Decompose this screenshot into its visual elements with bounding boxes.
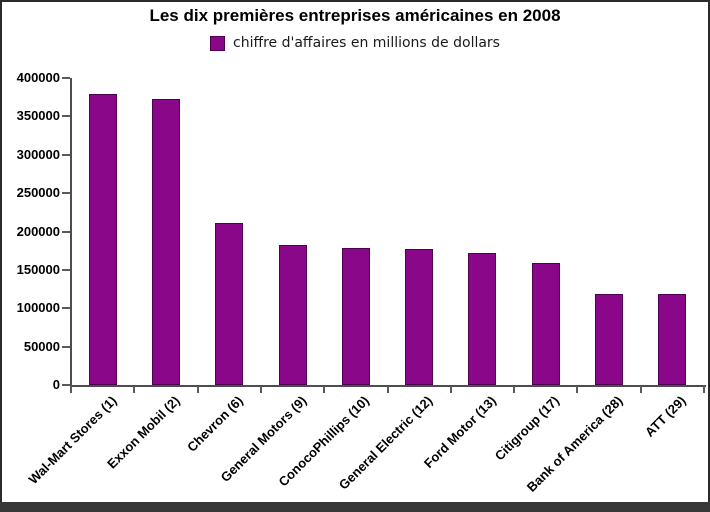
bar-Citigroup (17) xyxy=(531,263,560,385)
y-tick-label: 300000 xyxy=(16,146,60,162)
chart-legend: chiffre d'affaires en millions de dollar… xyxy=(0,35,710,51)
bar-ConocoPhillips (10) xyxy=(341,248,370,385)
bar-General Motors (9) xyxy=(278,245,307,385)
y-tick-mark xyxy=(62,307,70,310)
x-tick-mark xyxy=(386,386,389,393)
y-tick-mark xyxy=(62,192,70,195)
bar-Chevron (6) xyxy=(215,223,244,385)
x-tick-mark xyxy=(259,386,262,393)
x-category-label: Citigroup (17) xyxy=(491,393,563,464)
y-tick-mark xyxy=(62,230,70,233)
y-tick-label: 200000 xyxy=(16,223,60,239)
x-tick-mark xyxy=(323,386,326,393)
y-tick-label: 150000 xyxy=(16,261,60,277)
bar-Exxon Mobil (2) xyxy=(152,99,180,385)
x-tick-mark xyxy=(449,386,452,393)
x-tick-mark xyxy=(513,386,516,393)
y-tick-mark xyxy=(62,384,70,386)
bar-Bank of America (28) xyxy=(595,294,623,385)
y-tick-mark xyxy=(62,77,70,79)
y-axis-line xyxy=(69,78,72,385)
y-tick-mark xyxy=(62,115,70,118)
legend-label: chiffre d'affaires en millions de dollar… xyxy=(233,35,500,51)
y-tick-label: 400000 xyxy=(16,70,60,85)
y-tick-label: 250000 xyxy=(16,185,60,201)
y-tick-label: 0 xyxy=(52,377,60,392)
x-category-label: ATT (29) xyxy=(642,393,689,440)
legend-swatch-icon xyxy=(210,35,225,51)
chart-title: Les dix premières entreprises américaine… xyxy=(149,6,561,25)
x-tick-mark xyxy=(576,386,579,393)
y-tick-mark xyxy=(62,345,70,348)
x-tick-mark xyxy=(703,386,705,393)
bar-Ford Motor (13) xyxy=(468,253,497,385)
x-tick-mark xyxy=(196,386,199,393)
bar-ATT (29) xyxy=(658,294,687,385)
x-tick-mark xyxy=(639,386,642,393)
x-category-label: Chevron (6) xyxy=(184,393,246,455)
y-tick-label: 350000 xyxy=(16,108,60,124)
y-tick-mark xyxy=(62,153,70,156)
x-tick-mark xyxy=(133,386,136,393)
bottom-strip xyxy=(0,502,710,512)
y-tick-mark xyxy=(62,268,70,271)
y-tick-label: 100000 xyxy=(16,300,60,316)
y-tick-label: 50000 xyxy=(23,338,60,354)
x-category-label: Wal-Mart Stores (1) xyxy=(25,393,120,488)
bar-General Electric (12) xyxy=(405,249,434,385)
bar-Wal-Mart Stores (1) xyxy=(88,94,117,385)
x-tick-mark xyxy=(70,386,72,393)
